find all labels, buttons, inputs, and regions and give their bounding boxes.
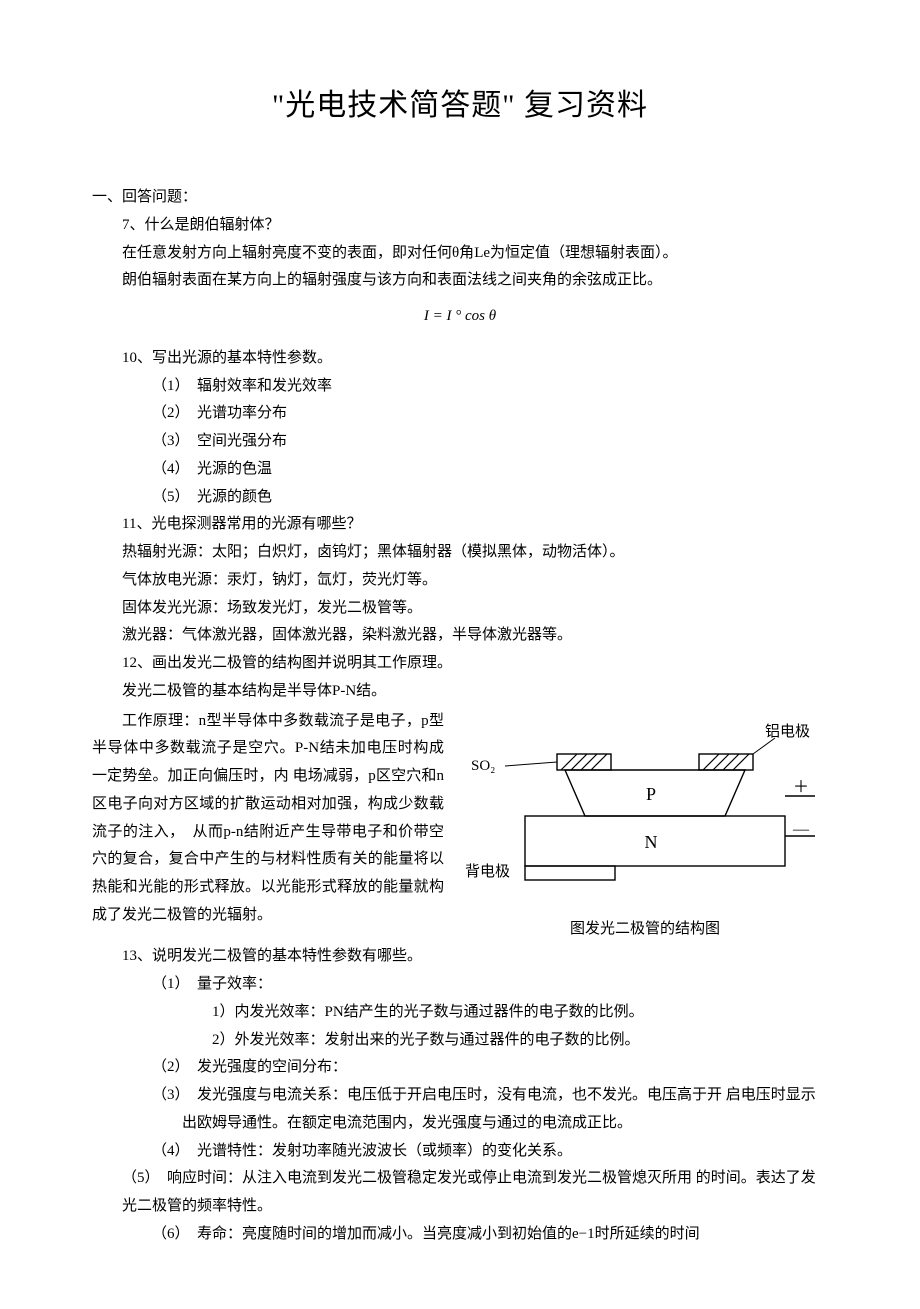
q11-line: 固体发光光源：场致发光灯，发光二极管等。 <box>92 595 828 623</box>
q13-item: （6） 寿命：亮度随时间的增加而减小。当亮度减小到初始值的e−1时所延续的时间 <box>92 1221 828 1249</box>
page: "光电技术简答题" 复习资料 一、回答问题： 7、什么是朗伯辐射体？ 在任意发射… <box>0 0 920 1309</box>
q11-line: 激光器：气体激光器，固体激光器，染料激光器，半导体激光器等。 <box>92 622 828 650</box>
q10-item: （3） 空间光强分布 <box>92 428 828 456</box>
label-back: 背电极 <box>465 863 510 880</box>
label-n: N <box>645 832 658 852</box>
q12-figure-block: SO₂ 铝电极 背电极 P N ＋ — 图发光二极管的结构图 <box>462 708 828 944</box>
q12-l1: 发光二极管的基本结构是半导体P-N结。 <box>92 678 828 706</box>
q7-a2: 朗伯辐射表面在某方向上的辐射强度与该方向和表面法线之间夹角的余弦成正比。 <box>92 267 828 295</box>
q10-question: 10、写出光源的基本特性参数。 <box>92 345 828 373</box>
led-structure-diagram: SO₂ 铝电极 背电极 P N ＋ — <box>465 716 825 906</box>
q10-item: （5） 光源的颜色 <box>92 484 828 512</box>
q12-text: 工作原理：n型半导体中多数载流子是电子，p型半导体中多数载流子是空穴。P-N结未… <box>92 708 444 930</box>
q13-item: 1）内发光效率：PN结产生的光子数与通过器件的电子数的比例。 <box>92 999 828 1027</box>
doc-title: "光电技术简答题" 复习资料 <box>92 80 828 124</box>
q10-item: （1） 辐射效率和发光效率 <box>92 373 828 401</box>
q13-item: （3） 发光强度与电流关系：电压低于开启电压时，没有电流，也不发光。电压高于开 … <box>122 1082 828 1138</box>
q7-question: 7、什么是朗伯辐射体？ <box>92 212 828 240</box>
label-p: P <box>646 784 656 804</box>
label-minus: — <box>792 821 810 838</box>
q13-item: （5） 响应时间：从注入电流到发光二极管稳定发光或停止电流到发光二极管熄灭所用 … <box>92 1165 828 1221</box>
figure-caption: 图发光二极管的结构图 <box>462 916 828 944</box>
label-sio2: SO₂ <box>471 758 495 774</box>
q11-line: 热辐射光源：太阳；白炽灯，卤钨灯；黑体辐射器（模拟黑体，动物活体）。 <box>92 539 828 567</box>
body: 一、回答问题： 7、什么是朗伯辐射体？ 在任意发射方向上辐射亮度不变的表面，即对… <box>92 184 828 1249</box>
q13-item: （2） 发光强度的空间分布： <box>92 1054 828 1082</box>
q13-item: 2）外发光效率：发射出来的光子数与通过器件的电子数的比例。 <box>92 1027 828 1055</box>
q10-item: （4） 光源的色温 <box>92 456 828 484</box>
q12-row: 工作原理：n型半导体中多数载流子是电子，p型半导体中多数载流子是空穴。P-N结未… <box>92 708 828 944</box>
label-plus: ＋ <box>793 779 809 796</box>
q11-question: 11、光电探测器常用的光源有哪些？ <box>92 511 828 539</box>
q7-formula: I = I ° cos θ <box>92 303 828 331</box>
q13-item: （4） 光谱特性：发射功率随光波波长（或频率）的变化关系。 <box>92 1138 828 1166</box>
q12-question: 12、画出发光二极管的结构图并说明其工作原理。 <box>92 650 828 678</box>
q13-item: （1） 量子效率： <box>92 971 828 999</box>
q10-item: （2） 光谱功率分布 <box>92 400 828 428</box>
q11-line: 气体放电光源：汞灯，钠灯，氙灯，荧光灯等。 <box>92 567 828 595</box>
q13-question: 13、说明发光二极管的基本特性参数有哪些。 <box>92 943 828 971</box>
section-heading: 一、回答问题： <box>92 184 828 212</box>
q12-lefttext: 工作原理：n型半导体中多数载流子是电子，p型半导体中多数载流子是空穴。P-N结未… <box>92 708 444 930</box>
q7-a1: 在任意发射方向上辐射亮度不变的表面，即对任何θ角Le为恒定值（理想辐射表面）。 <box>92 240 828 268</box>
label-al: 铝电极 <box>765 723 810 740</box>
